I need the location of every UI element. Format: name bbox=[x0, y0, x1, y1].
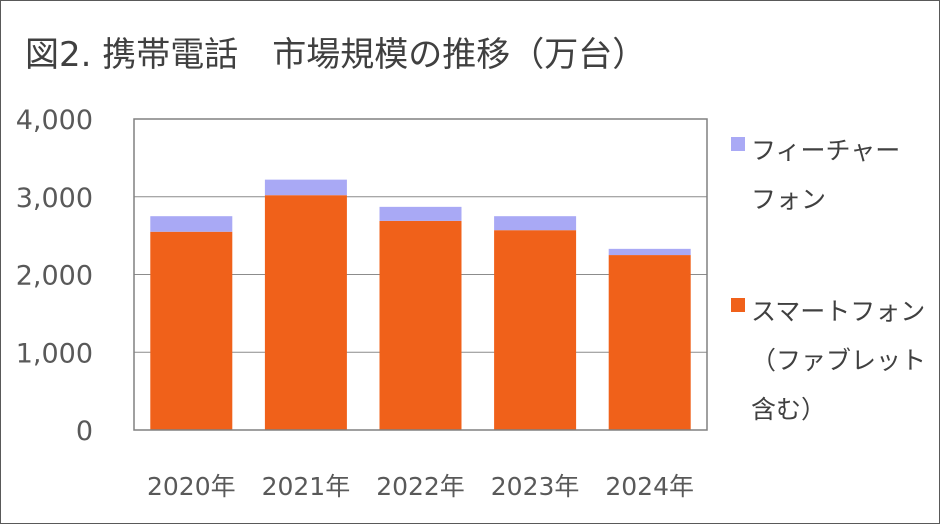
x-tick-label: 2020年 bbox=[147, 472, 236, 501]
x-tick-label: 2024年 bbox=[605, 472, 694, 501]
bar-feature-phone bbox=[150, 216, 233, 232]
bar-smartphone bbox=[150, 231, 233, 430]
x-tick-label: 2023年 bbox=[491, 472, 580, 501]
legend-swatch-feature-phone bbox=[731, 137, 745, 151]
legend-swatch-smartphone bbox=[731, 298, 745, 312]
y-tick-label: 1,000 bbox=[16, 338, 93, 369]
legend-label-smartphone: スマートフォン （ファブレット 含む） bbox=[751, 297, 927, 424]
bar-feature-phone bbox=[264, 179, 347, 196]
x-tick-label: 2021年 bbox=[262, 472, 351, 501]
chart-title: 図2. 携帯電話 市場規模の推移（万台） bbox=[25, 35, 647, 75]
legend-item-smartphone: スマートフォン （ファブレット 含む） bbox=[731, 287, 940, 434]
y-axis-tick-labels: 0 1,000 2,000 3,000 4,000 bbox=[16, 105, 93, 447]
bar-feature-phone bbox=[379, 206, 462, 221]
bar-smartphone bbox=[608, 255, 691, 430]
x-axis-tick-labels: 2020年 2021年 2022年 2023年 2024年 bbox=[147, 472, 694, 501]
plot-area-border bbox=[133, 118, 708, 431]
bar-smartphone bbox=[379, 220, 462, 430]
y-tick-label: 2,000 bbox=[16, 261, 93, 292]
y-tick-label: 0 bbox=[76, 416, 93, 447]
bar-feature-phone bbox=[608, 248, 691, 256]
y-tick-label: 3,000 bbox=[16, 183, 93, 214]
bar-smartphone bbox=[494, 230, 577, 430]
bar-series bbox=[150, 179, 691, 430]
y-tick-label: 4,000 bbox=[16, 105, 93, 136]
bar-feature-phone bbox=[494, 216, 577, 231]
legend-label-feature-phone: フィーチャー フォン bbox=[751, 136, 901, 214]
x-tick-label: 2022年 bbox=[376, 472, 465, 501]
bar-smartphone bbox=[264, 195, 347, 430]
legend-item-feature-phone: フィーチャー フォン bbox=[731, 126, 940, 224]
